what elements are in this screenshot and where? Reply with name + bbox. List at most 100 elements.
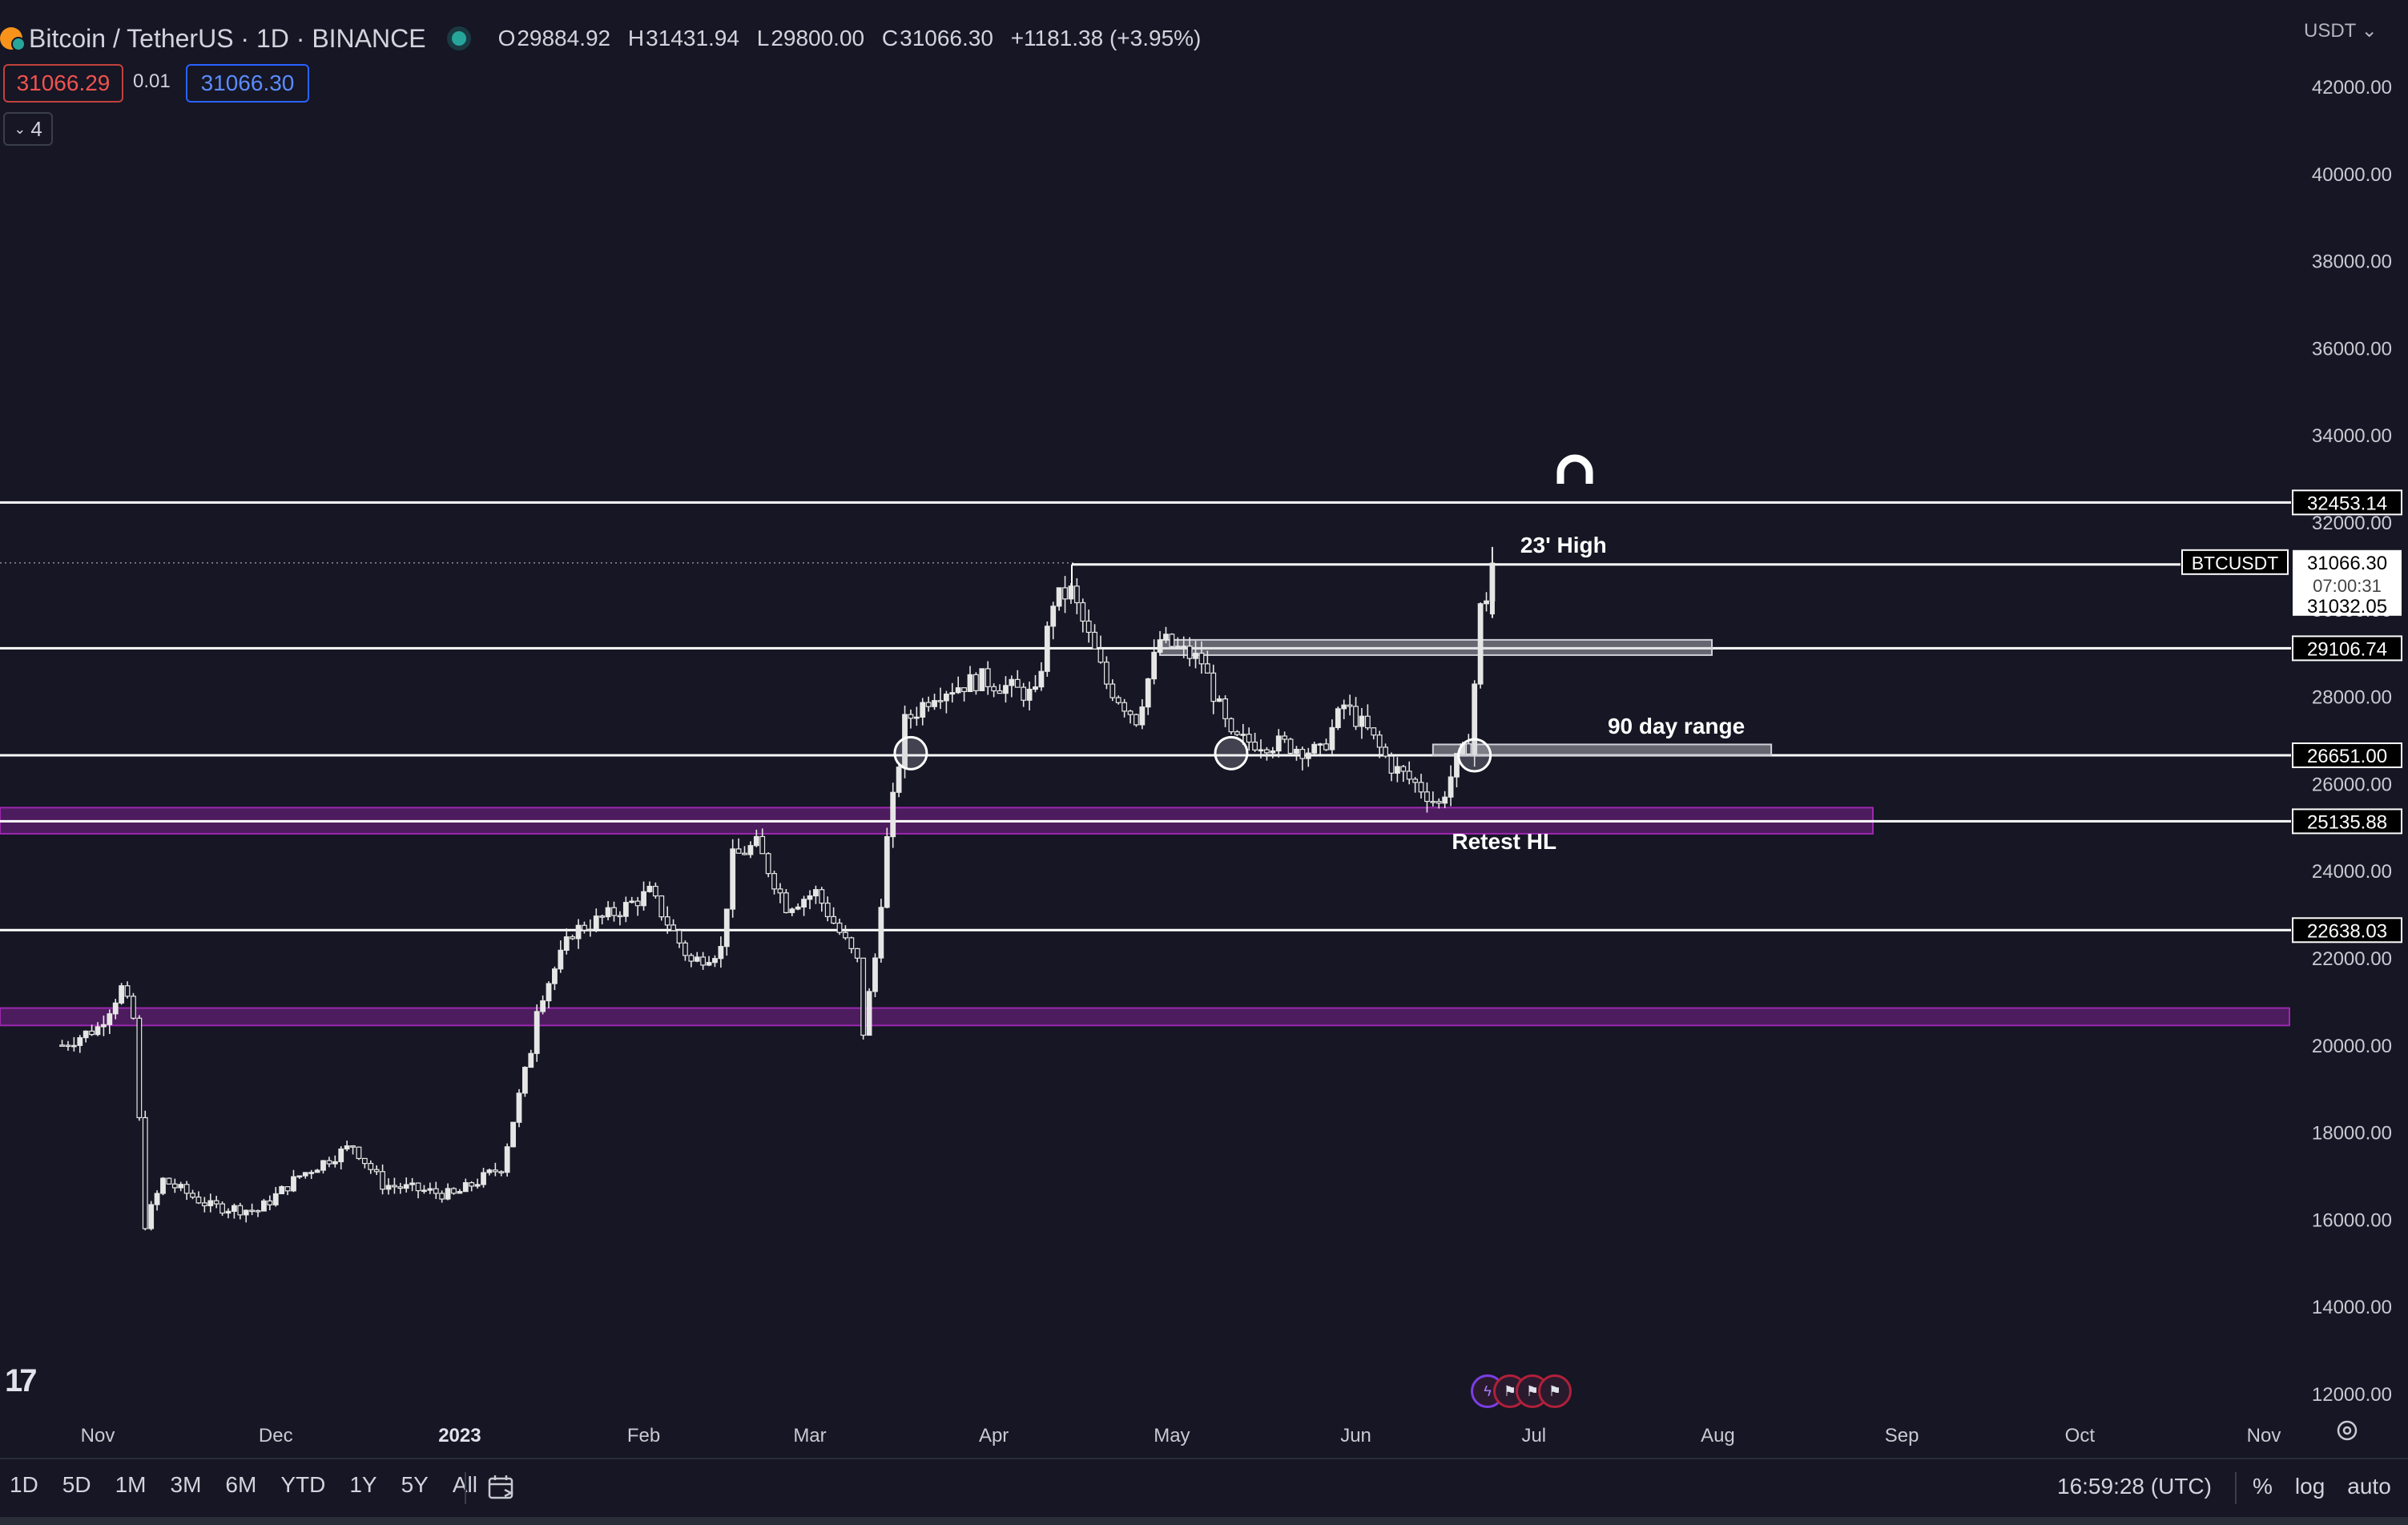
candle[interactable] bbox=[392, 1185, 397, 1188]
candle[interactable] bbox=[1394, 766, 1400, 774]
candle[interactable] bbox=[1151, 651, 1158, 680]
last-price-badge[interactable] bbox=[2293, 549, 2402, 616]
candle[interactable] bbox=[1169, 634, 1175, 647]
candle[interactable] bbox=[1097, 648, 1104, 663]
candle[interactable] bbox=[1240, 734, 1246, 736]
candle[interactable] bbox=[1329, 726, 1335, 750]
candle[interactable] bbox=[1174, 646, 1181, 648]
candle[interactable] bbox=[380, 1171, 385, 1190]
candle[interactable] bbox=[326, 1160, 332, 1165]
candle[interactable] bbox=[1299, 748, 1306, 759]
candle[interactable] bbox=[582, 924, 587, 931]
economic-events[interactable]: ϟ ⚑ ⚑ ⚑ bbox=[1471, 1374, 1572, 1408]
calendar-range-icon[interactable] bbox=[487, 1474, 516, 1501]
candle[interactable] bbox=[510, 1121, 516, 1148]
candle[interactable] bbox=[872, 957, 878, 992]
candle[interactable] bbox=[142, 1117, 148, 1229]
chart-background[interactable] bbox=[0, 0, 2408, 1458]
candle[interactable] bbox=[973, 674, 979, 691]
candle[interactable] bbox=[1353, 706, 1359, 727]
candle[interactable] bbox=[534, 1011, 540, 1054]
annotation-label[interactable]: 90 day range bbox=[1608, 714, 1745, 738]
candle[interactable] bbox=[481, 1172, 486, 1185]
candle[interactable] bbox=[908, 714, 914, 719]
candle[interactable] bbox=[1436, 801, 1442, 804]
candle[interactable] bbox=[131, 996, 136, 1019]
us-flag-event-icon[interactable]: ⚑ bbox=[1538, 1374, 1572, 1408]
candle[interactable] bbox=[991, 686, 997, 692]
candle[interactable] bbox=[107, 1013, 113, 1025]
candle[interactable] bbox=[101, 1024, 107, 1028]
circle-marker[interactable] bbox=[1457, 738, 1492, 773]
candle[interactable] bbox=[1448, 776, 1454, 798]
candle[interactable] bbox=[884, 835, 890, 908]
candle[interactable] bbox=[373, 1169, 380, 1173]
candle[interactable] bbox=[1228, 718, 1234, 733]
candle[interactable] bbox=[801, 899, 807, 908]
candle[interactable] bbox=[843, 931, 848, 939]
candle[interactable] bbox=[896, 767, 902, 793]
candle[interactable] bbox=[279, 1186, 285, 1195]
candle[interactable] bbox=[700, 956, 707, 966]
candle[interactable] bbox=[1145, 678, 1151, 708]
symbol-title[interactable]: Bitcoin / TetherUS · 1D · BINANCE bbox=[29, 23, 426, 53]
candle[interactable] bbox=[1424, 791, 1430, 803]
log-scale-toggle[interactable]: log bbox=[2294, 1474, 2325, 1499]
candle[interactable] bbox=[119, 985, 125, 1004]
candle[interactable] bbox=[1216, 698, 1222, 702]
candle[interactable] bbox=[148, 1204, 155, 1229]
candle[interactable] bbox=[836, 922, 843, 933]
candle[interactable] bbox=[528, 1052, 534, 1068]
range-box[interactable] bbox=[1159, 638, 1713, 656]
candle[interactable] bbox=[1341, 704, 1347, 710]
candle[interactable] bbox=[1026, 688, 1033, 701]
timeframe-3m[interactable]: 3M bbox=[170, 1472, 202, 1497]
candle[interactable] bbox=[190, 1193, 195, 1198]
candle[interactable] bbox=[178, 1184, 184, 1189]
range-box[interactable] bbox=[1432, 743, 1773, 757]
candle[interactable] bbox=[575, 924, 582, 940]
candle[interactable] bbox=[160, 1177, 166, 1194]
candle[interactable] bbox=[587, 928, 594, 931]
candle[interactable] bbox=[979, 668, 985, 691]
candle[interactable] bbox=[961, 687, 968, 693]
candle[interactable] bbox=[462, 1182, 469, 1193]
candle[interactable] bbox=[742, 852, 747, 855]
candle[interactable] bbox=[302, 1172, 308, 1177]
candle[interactable] bbox=[1472, 683, 1478, 754]
timeframe-ytd[interactable]: YTD bbox=[280, 1472, 326, 1497]
price-chart[interactable]: 23' High 90 day range Retest HL 12000.00 140… bbox=[0, 0, 2408, 1458]
candle[interactable] bbox=[112, 1002, 119, 1015]
settings-gear-icon[interactable] bbox=[2334, 1418, 2360, 1443]
candle[interactable] bbox=[1021, 686, 1027, 701]
candle[interactable] bbox=[243, 1209, 249, 1216]
magnet-icon[interactable] bbox=[1556, 454, 1593, 484]
candle[interactable] bbox=[771, 873, 777, 890]
candle[interactable] bbox=[735, 848, 742, 854]
candle[interactable] bbox=[670, 924, 676, 931]
candle[interactable] bbox=[1383, 746, 1388, 757]
candle[interactable] bbox=[599, 915, 606, 918]
utc-clock[interactable]: 16:59:28 (UTC) bbox=[2057, 1474, 2212, 1499]
price-level-badge[interactable] bbox=[2292, 917, 2402, 944]
price-level-badge[interactable] bbox=[2292, 742, 2402, 768]
candle[interactable] bbox=[1275, 735, 1282, 752]
candle[interactable] bbox=[860, 957, 867, 1036]
candle[interactable] bbox=[83, 1030, 89, 1039]
candle[interactable] bbox=[504, 1146, 510, 1173]
candle[interactable] bbox=[1127, 710, 1134, 715]
candle[interactable] bbox=[361, 1157, 368, 1165]
candle[interactable] bbox=[1092, 631, 1097, 650]
candle[interactable] bbox=[291, 1176, 296, 1192]
candle[interactable] bbox=[284, 1186, 291, 1192]
candle[interactable] bbox=[308, 1172, 315, 1174]
candle[interactable] bbox=[368, 1163, 374, 1170]
candle[interactable] bbox=[718, 946, 724, 960]
price-level-badge[interactable] bbox=[2292, 489, 2402, 516]
candle[interactable] bbox=[646, 885, 653, 892]
candle[interactable] bbox=[397, 1186, 404, 1189]
circle-marker[interactable] bbox=[1214, 735, 1249, 771]
annotation-label[interactable]: 23' High bbox=[1520, 533, 1607, 557]
candle[interactable] bbox=[563, 936, 570, 951]
candle[interactable] bbox=[1186, 646, 1193, 659]
